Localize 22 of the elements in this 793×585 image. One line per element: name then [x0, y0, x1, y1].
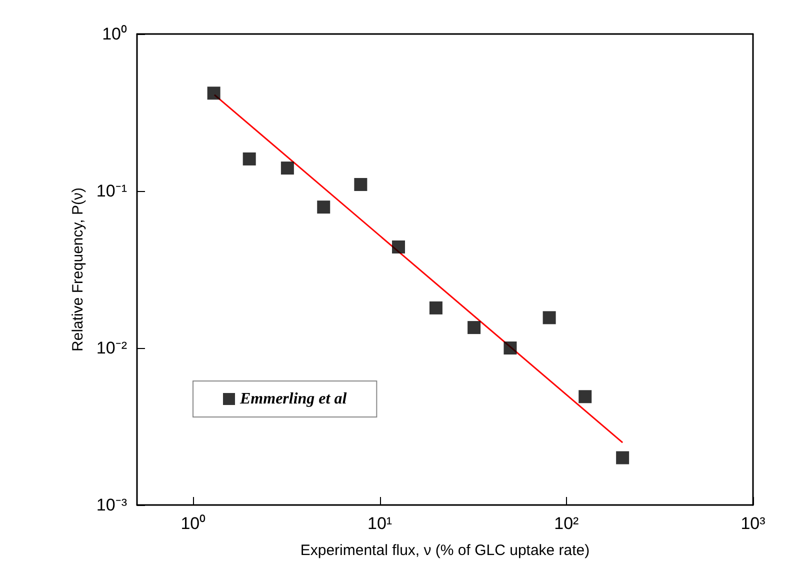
x-tick-label: 10¹ — [367, 514, 392, 533]
point — [468, 321, 481, 334]
x-tick-label: 10³ — [740, 514, 766, 533]
x-tick-label: 10² — [554, 514, 580, 533]
point — [429, 301, 442, 314]
x-axis-title: Experimental flux, ν (% of GLC uptake rate) — [300, 542, 590, 559]
y-tick-label: 10⁰ — [102, 24, 127, 44]
point — [542, 311, 556, 324]
point — [242, 152, 256, 166]
point — [354, 178, 368, 191]
point — [504, 342, 517, 354]
x-tick-label: 10⁰ — [180, 514, 206, 533]
point — [392, 240, 406, 254]
point — [317, 200, 330, 214]
y-tick-label: 10⁻³ — [96, 496, 128, 514]
y-axis-title: Relative Frequency, P(ν) — [70, 188, 87, 352]
point — [280, 162, 294, 175]
point — [578, 390, 592, 404]
point — [616, 451, 630, 464]
legend-label: Emmerling et al — [239, 390, 348, 408]
y-tick-label: 10⁻² — [96, 338, 128, 358]
y-tick-label: 10⁻¹ — [96, 182, 128, 200]
